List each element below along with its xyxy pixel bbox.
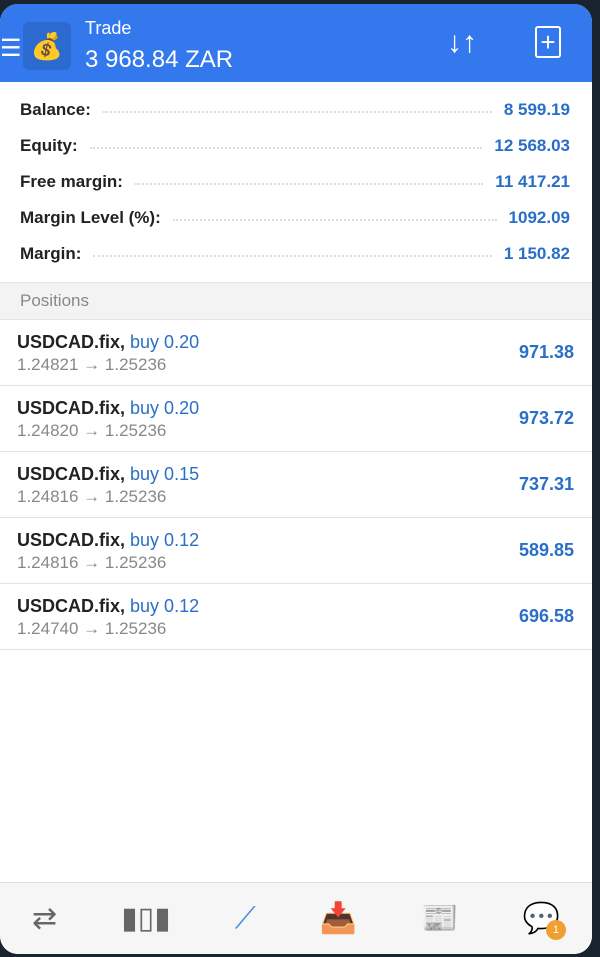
- account-value: 8 599.19: [503, 100, 570, 119]
- account-label: Balance:: [20, 100, 91, 119]
- position-prices: 1.24821 → 1.25236: [17, 355, 167, 374]
- position-side: buy 0.12: [130, 596, 200, 616]
- app-logo: 💰: [23, 22, 71, 70]
- chat-badge: 1: [545, 920, 566, 940]
- position-profit: 696.58: [518, 606, 574, 626]
- dotted-leader: [134, 183, 484, 185]
- sort-icon[interactable]: ↓↑: [447, 26, 477, 59]
- position-symbol: USDCAD.fix,: [17, 464, 126, 484]
- dotted-leader: [172, 219, 497, 221]
- position-row[interactable]: USDCAD.fix, buy 0.12 1.24816 → 1.25236 589…: [0, 518, 592, 584]
- account-value: 12 568.03: [494, 136, 570, 155]
- quotes-icon[interactable]: ⇄: [32, 902, 58, 935]
- position-row[interactable]: USDCAD.fix, buy 0.20 1.24820 → 1.25236 973…: [0, 386, 592, 452]
- position-prices: 1.24816 → 1.25236: [17, 487, 167, 506]
- header-balance: 3 968.84 ZAR: [85, 46, 234, 73]
- position-row[interactable]: USDCAD.fix, buy 0.15 1.24816 → 1.25236 737…: [0, 452, 592, 518]
- position-profit: 737.31: [518, 474, 574, 494]
- position-side: buy 0.12: [130, 530, 200, 550]
- menu-icon[interactable]: ☰: [0, 35, 22, 62]
- position-symbol: USDCAD.fix,: [17, 530, 126, 550]
- chart-icon[interactable]: ▮▯▮: [121, 902, 171, 935]
- dotted-leader: [102, 111, 492, 113]
- position-side: buy 0.20: [130, 332, 200, 352]
- header: ☰ 💰 Trade 3 968.84 ZAR ↓↑ +: [0, 4, 592, 82]
- account-label: Margin Level (%):: [20, 208, 161, 227]
- trade-icon[interactable]: ⟋: [234, 901, 256, 935]
- position-row[interactable]: USDCAD.fix, buy 0.20 1.24821 → 1.25236 971…: [0, 320, 592, 386]
- positions-header: Positions: [0, 282, 592, 320]
- account-row: Margin: 1 150.82: [20, 236, 570, 272]
- position-profit: 971.38: [518, 342, 574, 362]
- position-profit: 973.72: [518, 408, 574, 428]
- position-side: buy 0.15: [130, 464, 200, 484]
- position-prices: 1.24820 → 1.25236: [17, 421, 167, 440]
- account-label: Free margin:: [20, 172, 123, 191]
- account-value: 11 417.21: [495, 172, 570, 191]
- position-side: buy 0.20: [130, 398, 200, 418]
- dotted-leader: [93, 255, 492, 257]
- position-row[interactable]: USDCAD.fix, buy 0.12 1.24740 → 1.25236 696…: [0, 584, 592, 650]
- account-value: 1 150.82: [503, 244, 570, 263]
- account-label: Margin:: [20, 244, 82, 263]
- position-symbol: USDCAD.fix,: [17, 398, 126, 418]
- account-label: Equity:: [20, 136, 78, 155]
- position-symbol: USDCAD.fix,: [17, 596, 126, 616]
- position-prices: 1.24740 → 1.25236: [17, 619, 167, 638]
- news-icon[interactable]: 📰: [421, 902, 459, 935]
- positions-list: USDCAD.fix, buy 0.20 1.24821 → 1.25236 971…: [0, 320, 592, 650]
- chat-icon[interactable]: 💬 1: [523, 901, 566, 940]
- position-prices: 1.24816 → 1.25236: [17, 553, 167, 572]
- account-row: Margin Level (%): 1092.09: [20, 200, 570, 236]
- position-profit: 589.85: [518, 540, 574, 560]
- dotted-leader: [89, 147, 483, 149]
- account-row: Free margin: 11 417.21: [20, 164, 570, 200]
- account-value: 1092.09: [508, 208, 570, 227]
- history-icon[interactable]: 📥: [319, 902, 358, 935]
- page-title: Trade: [85, 18, 132, 38]
- account-row: Balance: 8 599.19: [20, 92, 570, 128]
- new-order-icon[interactable]: +: [535, 26, 561, 58]
- account-summary: Balance: 8 599.19 Equity: 12 568.03 Free mar…: [0, 82, 592, 272]
- app: ☰ 💰 Trade 3 968.84 ZAR ↓↑ + Balance: 8 59…: [0, 4, 592, 954]
- account-row: Equity: 12 568.03: [20, 128, 570, 164]
- position-symbol: USDCAD.fix,: [17, 332, 126, 352]
- bottom-nav: ⇄ ▮▯▮ ⟋ 📥 📰 💬 1: [0, 882, 592, 954]
